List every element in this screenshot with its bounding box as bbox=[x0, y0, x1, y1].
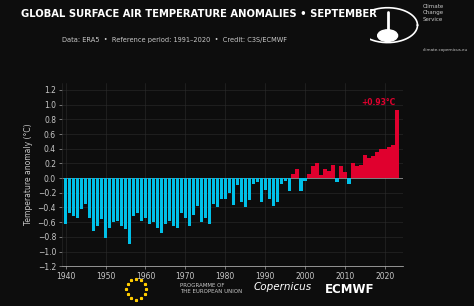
Bar bbox=[140, 178, 143, 221]
Bar bbox=[212, 178, 215, 204]
Bar bbox=[76, 178, 79, 218]
Bar bbox=[347, 178, 351, 184]
Bar bbox=[160, 178, 163, 233]
Bar bbox=[339, 166, 343, 178]
Bar bbox=[364, 155, 366, 178]
Bar bbox=[204, 178, 207, 218]
Bar bbox=[252, 178, 255, 184]
Text: ECMWF: ECMWF bbox=[325, 283, 374, 296]
Bar bbox=[283, 178, 287, 181]
Bar bbox=[328, 171, 331, 178]
Bar bbox=[208, 178, 211, 224]
Bar bbox=[84, 178, 87, 204]
Bar bbox=[319, 175, 323, 178]
Bar bbox=[255, 178, 259, 182]
Bar bbox=[136, 178, 139, 213]
Bar bbox=[336, 178, 339, 182]
Bar bbox=[311, 166, 315, 178]
Text: Data: ERA5  •  Reference period: 1991–2020  •  Credit: C3S/ECMWF: Data: ERA5 • Reference period: 1991–2020… bbox=[62, 37, 287, 43]
Bar bbox=[68, 178, 71, 213]
Bar bbox=[191, 178, 195, 215]
Bar bbox=[96, 178, 99, 226]
Bar bbox=[232, 178, 235, 204]
Bar bbox=[176, 178, 179, 228]
Bar bbox=[395, 110, 399, 178]
Bar bbox=[387, 147, 391, 178]
Bar bbox=[228, 178, 231, 193]
Bar bbox=[367, 158, 371, 178]
Bar bbox=[272, 178, 275, 206]
Text: climate.copernicus.eu: climate.copernicus.eu bbox=[422, 48, 468, 52]
Bar bbox=[152, 178, 155, 222]
Bar bbox=[180, 178, 183, 213]
Bar bbox=[64, 178, 67, 224]
Bar bbox=[88, 178, 91, 218]
Text: Climate
Change
Service: Climate Change Service bbox=[422, 4, 444, 22]
Bar bbox=[359, 165, 363, 178]
Circle shape bbox=[378, 30, 398, 41]
Bar bbox=[331, 165, 335, 178]
Bar bbox=[264, 178, 267, 190]
Bar bbox=[124, 178, 127, 230]
Bar bbox=[280, 178, 283, 184]
Text: Copernicus: Copernicus bbox=[254, 282, 312, 292]
Bar bbox=[288, 178, 291, 191]
Bar bbox=[239, 178, 243, 202]
Bar bbox=[308, 174, 311, 178]
Bar bbox=[295, 169, 299, 178]
Bar bbox=[391, 145, 394, 178]
Bar bbox=[148, 178, 151, 224]
Bar bbox=[184, 178, 187, 218]
Bar bbox=[351, 163, 355, 178]
Bar bbox=[112, 178, 115, 222]
Bar bbox=[104, 178, 107, 238]
Bar bbox=[383, 149, 387, 178]
Bar bbox=[108, 178, 111, 228]
Bar bbox=[128, 178, 131, 244]
Bar bbox=[100, 178, 103, 219]
Bar bbox=[132, 178, 135, 216]
Bar bbox=[216, 178, 219, 207]
Bar bbox=[144, 178, 147, 218]
Bar bbox=[120, 178, 123, 226]
Bar bbox=[224, 178, 227, 199]
Bar bbox=[92, 178, 95, 231]
Bar bbox=[244, 178, 247, 207]
Bar bbox=[172, 178, 175, 226]
Bar bbox=[371, 156, 374, 178]
Bar bbox=[72, 178, 75, 216]
Bar bbox=[323, 169, 327, 178]
Bar bbox=[300, 178, 303, 191]
Bar bbox=[379, 149, 383, 178]
Bar bbox=[343, 172, 346, 178]
Text: +0.93°C: +0.93°C bbox=[362, 98, 396, 107]
Bar bbox=[315, 163, 319, 178]
Bar bbox=[375, 152, 379, 178]
Bar bbox=[247, 178, 251, 200]
Text: GLOBAL SURFACE AIR TEMPERATURE ANOMALIES • SEPTEMBER: GLOBAL SURFACE AIR TEMPERATURE ANOMALIES… bbox=[21, 9, 377, 19]
Bar bbox=[219, 178, 223, 199]
Bar bbox=[196, 178, 199, 206]
Bar bbox=[267, 178, 271, 199]
Bar bbox=[156, 178, 159, 228]
Y-axis label: Temperature anomaly (°C): Temperature anomaly (°C) bbox=[24, 124, 33, 225]
Bar bbox=[292, 174, 295, 178]
Bar bbox=[356, 166, 359, 178]
Bar bbox=[164, 178, 167, 224]
Bar bbox=[168, 178, 171, 221]
Bar bbox=[200, 178, 203, 222]
Bar bbox=[236, 178, 239, 185]
Bar bbox=[188, 178, 191, 226]
Text: PROGRAMME OF
THE EUROPEAN UNION: PROGRAMME OF THE EUROPEAN UNION bbox=[180, 283, 242, 294]
Bar bbox=[303, 178, 307, 181]
Bar bbox=[116, 178, 119, 221]
Bar bbox=[260, 178, 263, 202]
Bar bbox=[80, 178, 83, 209]
Bar bbox=[275, 178, 279, 202]
